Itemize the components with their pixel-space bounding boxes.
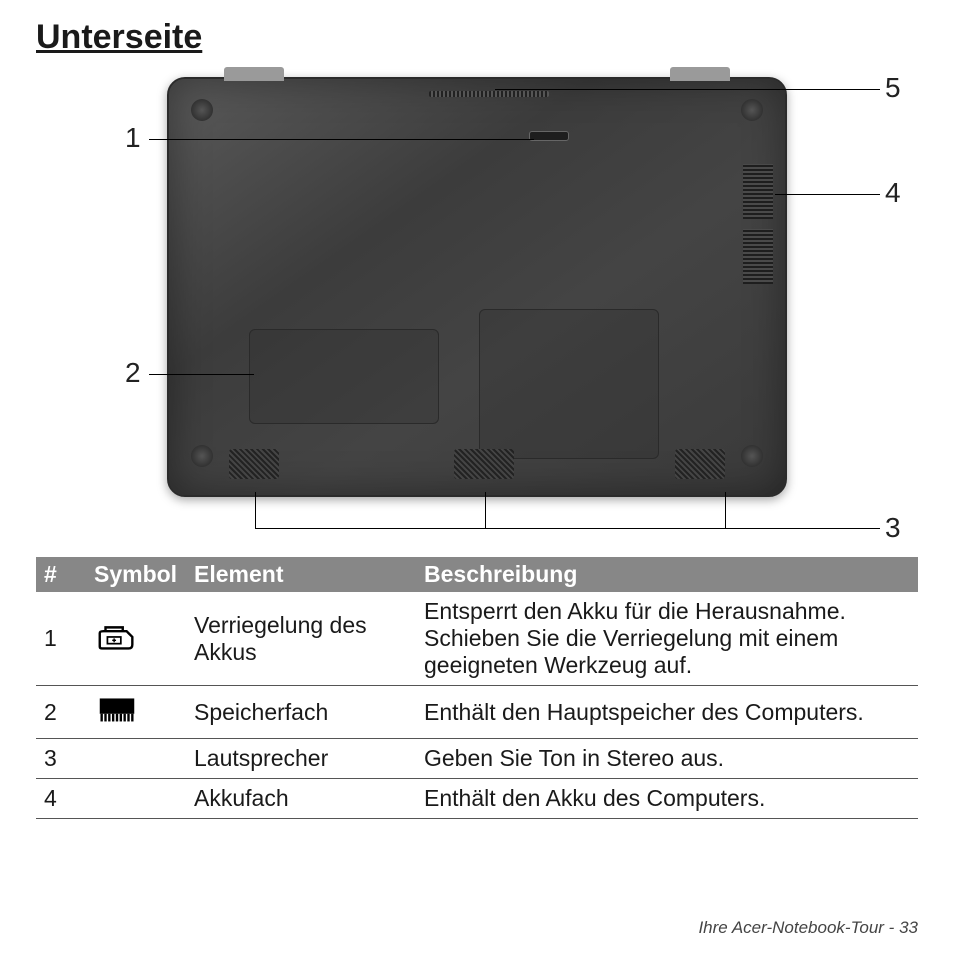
row-element: Akkufach xyxy=(186,779,416,819)
header-symbol: Symbol xyxy=(86,557,186,592)
table-row: 4 AkkufachEnthält den Akku des Computers. xyxy=(36,779,918,819)
row-symbol xyxy=(86,779,186,819)
row-description: Enthält den Hauptspeicher des Computers. xyxy=(416,686,918,739)
row-symbol xyxy=(86,592,186,686)
row-number: 1 xyxy=(36,592,86,686)
callout-4: 4 xyxy=(885,177,901,209)
leader-line xyxy=(255,528,880,529)
row-element: Verriegelung des Akkus xyxy=(186,592,416,686)
row-symbol xyxy=(86,739,186,779)
row-description: Geben Sie Ton in Stereo aus. xyxy=(416,739,918,779)
row-element: Lautsprecher xyxy=(186,739,416,779)
laptop-base-image xyxy=(167,77,787,497)
table-row: 2 SpeicherfachEnthält den Hauptspeicher d… xyxy=(36,686,918,739)
header-description: Beschreibung xyxy=(416,557,918,592)
battery-icon xyxy=(94,632,140,658)
header-element: Element xyxy=(186,557,416,592)
leader-line xyxy=(775,194,880,195)
leader-line xyxy=(149,139,534,140)
callout-3: 3 xyxy=(885,512,901,544)
callout-2: 2 xyxy=(125,357,141,389)
callout-1: 1 xyxy=(125,122,141,154)
page-footer: Ihre Acer-Notebook-Tour - 33 xyxy=(698,918,918,938)
leader-line xyxy=(725,492,726,528)
leader-line xyxy=(495,89,880,90)
row-description: Enthält den Akku des Computers. xyxy=(416,779,918,819)
table-row: 1 Verriegelung des AkkusEntsperrt den Akk… xyxy=(36,592,918,686)
row-symbol xyxy=(86,686,186,739)
row-number: 2 xyxy=(36,686,86,739)
row-number: 3 xyxy=(36,739,86,779)
leader-line xyxy=(149,374,254,375)
header-number: # xyxy=(36,557,86,592)
page-title: Unterseite xyxy=(36,18,918,57)
base-view-diagram: 1 2 3 4 5 xyxy=(37,67,917,547)
leader-line xyxy=(485,492,486,528)
legend-table: # Symbol Element Beschreibung 1 Verriegel… xyxy=(36,557,918,819)
table-row: 3 LautsprecherGeben Sie Ton in Stereo aus… xyxy=(36,739,918,779)
chip-icon xyxy=(94,705,140,731)
row-description: Entsperrt den Akku für die Herausnahme. … xyxy=(416,592,918,686)
callout-5: 5 xyxy=(885,72,901,104)
row-number: 4 xyxy=(36,779,86,819)
row-element: Speicherfach xyxy=(186,686,416,739)
leader-line xyxy=(255,492,256,528)
